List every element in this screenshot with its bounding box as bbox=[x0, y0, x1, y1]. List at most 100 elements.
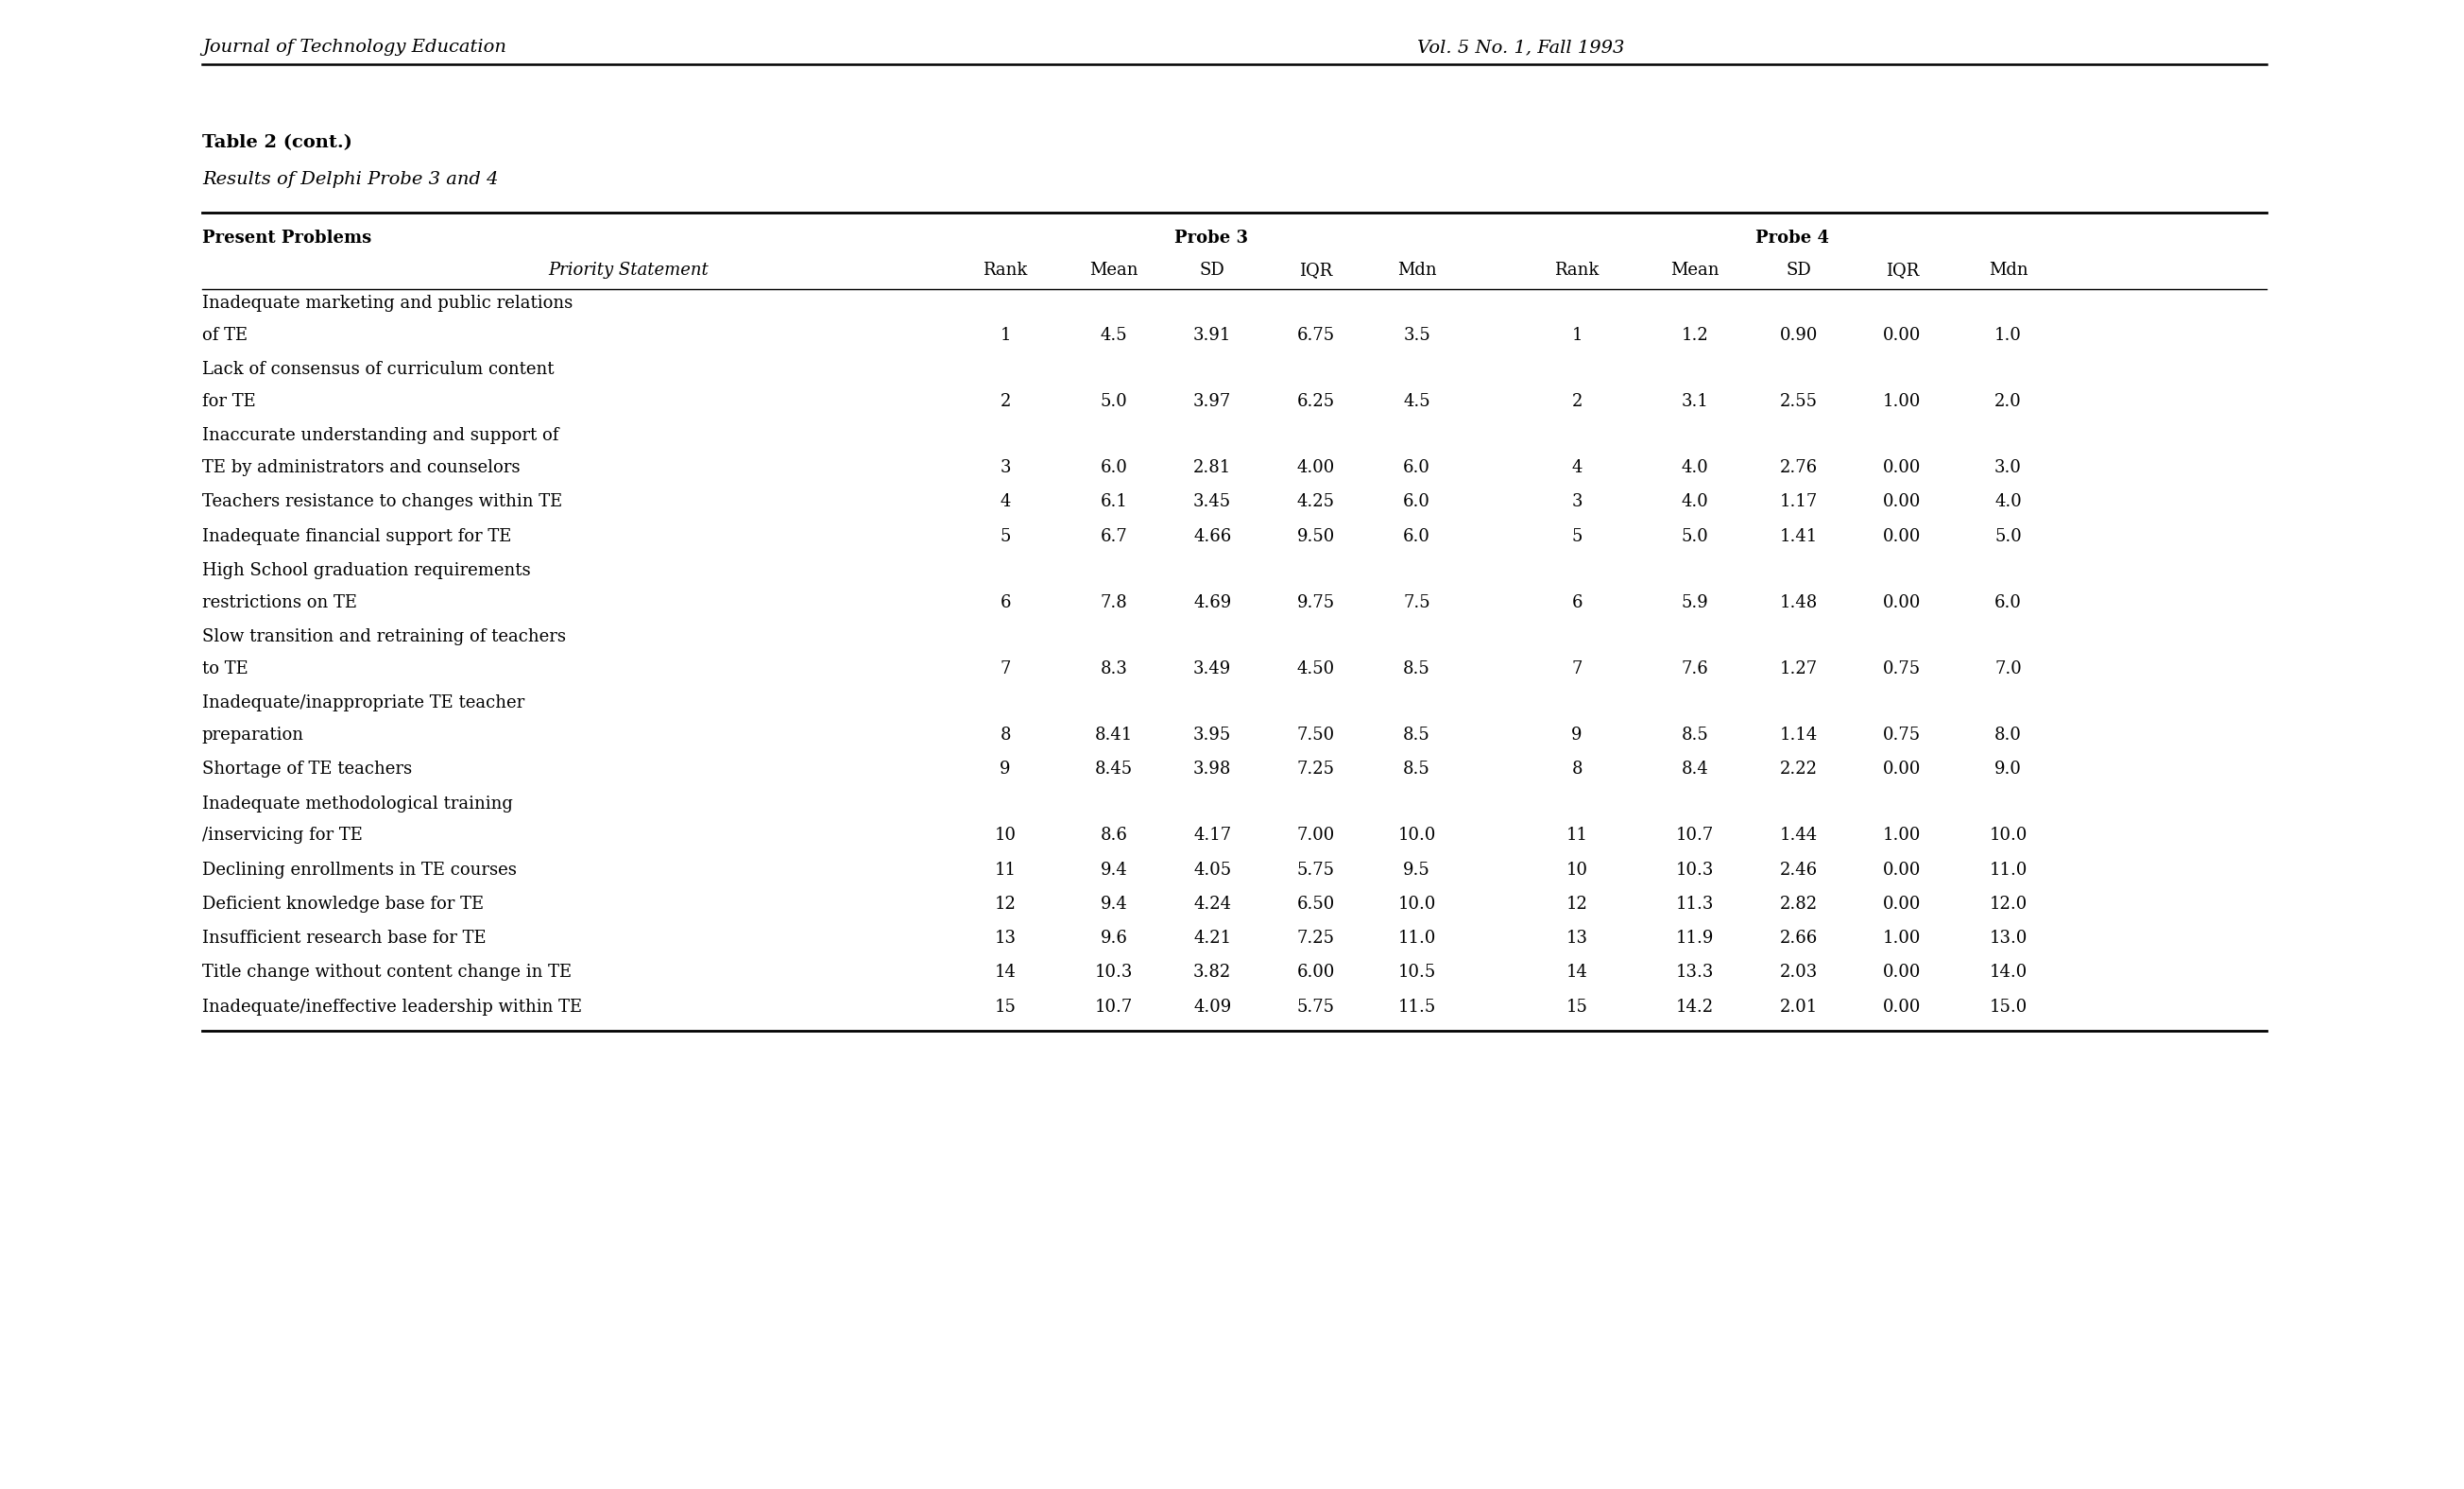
Text: 8.5: 8.5 bbox=[1402, 660, 1432, 677]
Text: 2.46: 2.46 bbox=[1779, 861, 1818, 879]
Text: 0.00: 0.00 bbox=[1882, 594, 1922, 610]
Text: 3: 3 bbox=[1572, 494, 1582, 511]
Text: 6.0: 6.0 bbox=[1993, 594, 2023, 610]
Text: 0.00: 0.00 bbox=[1882, 459, 1922, 476]
Text: 3.1: 3.1 bbox=[1680, 393, 1710, 409]
Text: 6.0: 6.0 bbox=[1402, 459, 1432, 476]
Text: 6.0: 6.0 bbox=[1099, 459, 1129, 476]
Text: 1.44: 1.44 bbox=[1779, 826, 1818, 844]
Text: 7.25: 7.25 bbox=[1296, 761, 1335, 777]
Text: SD: SD bbox=[1200, 262, 1225, 278]
Text: 0.00: 0.00 bbox=[1882, 761, 1922, 777]
Text: 11: 11 bbox=[1567, 826, 1587, 844]
Text: 2.81: 2.81 bbox=[1193, 459, 1232, 476]
Text: Title change without content change in TE: Title change without content change in T… bbox=[202, 965, 572, 981]
Text: Mean: Mean bbox=[1671, 262, 1720, 278]
Text: 6.0: 6.0 bbox=[1402, 494, 1432, 511]
Text: Mean: Mean bbox=[1089, 262, 1138, 278]
Text: 0.00: 0.00 bbox=[1882, 895, 1922, 913]
Text: 3.49: 3.49 bbox=[1193, 660, 1232, 677]
Text: Rank: Rank bbox=[1555, 262, 1599, 278]
Text: 4.09: 4.09 bbox=[1193, 998, 1232, 1015]
Text: Inadequate marketing and public relations: Inadequate marketing and public relation… bbox=[202, 295, 572, 311]
Text: 6.7: 6.7 bbox=[1099, 529, 1129, 545]
Text: for TE: for TE bbox=[202, 393, 256, 409]
Text: 8.4: 8.4 bbox=[1680, 761, 1710, 777]
Text: 8.5: 8.5 bbox=[1680, 727, 1710, 743]
Text: 1: 1 bbox=[1572, 326, 1582, 344]
Text: 15: 15 bbox=[995, 998, 1015, 1015]
Text: 4.05: 4.05 bbox=[1193, 861, 1232, 879]
Text: Probe 4: Probe 4 bbox=[1757, 229, 1828, 246]
Text: 4: 4 bbox=[1000, 494, 1010, 511]
Text: 12.0: 12.0 bbox=[1988, 895, 2028, 913]
Text: TE by administrators and counselors: TE by administrators and counselors bbox=[202, 459, 520, 476]
Text: 5.75: 5.75 bbox=[1296, 861, 1335, 879]
Text: 4.66: 4.66 bbox=[1193, 529, 1232, 545]
Text: 8: 8 bbox=[1572, 761, 1582, 777]
Text: 2.55: 2.55 bbox=[1779, 393, 1818, 409]
Text: 11.3: 11.3 bbox=[1676, 895, 1715, 913]
Text: 6.75: 6.75 bbox=[1296, 326, 1335, 344]
Text: 9.4: 9.4 bbox=[1099, 895, 1129, 913]
Text: IQR: IQR bbox=[1299, 262, 1333, 278]
Text: 4.17: 4.17 bbox=[1193, 826, 1232, 844]
Text: 6.50: 6.50 bbox=[1296, 895, 1335, 913]
Text: 4.0: 4.0 bbox=[1680, 494, 1710, 511]
Text: 1: 1 bbox=[1000, 326, 1010, 344]
Text: 4.0: 4.0 bbox=[1993, 494, 2023, 511]
Text: 0.75: 0.75 bbox=[1882, 660, 1922, 677]
Text: 6: 6 bbox=[1000, 594, 1010, 610]
Text: preparation: preparation bbox=[202, 727, 303, 743]
Text: 5.0: 5.0 bbox=[1680, 529, 1710, 545]
Text: 3.91: 3.91 bbox=[1193, 326, 1232, 344]
Text: 7.00: 7.00 bbox=[1296, 826, 1335, 844]
Text: 9.50: 9.50 bbox=[1296, 529, 1335, 545]
Text: 3.45: 3.45 bbox=[1193, 494, 1232, 511]
Text: 0.00: 0.00 bbox=[1882, 326, 1922, 344]
Text: 10.5: 10.5 bbox=[1397, 965, 1437, 981]
Text: 8.0: 8.0 bbox=[1993, 727, 2023, 743]
Text: 6.0: 6.0 bbox=[1402, 529, 1432, 545]
Text: 4.50: 4.50 bbox=[1296, 660, 1335, 677]
Text: 6.25: 6.25 bbox=[1296, 393, 1335, 409]
Text: 10.0: 10.0 bbox=[1397, 826, 1437, 844]
Text: 7.5: 7.5 bbox=[1404, 594, 1429, 610]
Text: 0.00: 0.00 bbox=[1882, 529, 1922, 545]
Text: 5.0: 5.0 bbox=[1993, 529, 2023, 545]
Text: 4.24: 4.24 bbox=[1193, 895, 1232, 913]
Text: 2.66: 2.66 bbox=[1779, 929, 1818, 947]
Text: 12: 12 bbox=[995, 895, 1015, 913]
Text: Inadequate/ineffective leadership within TE: Inadequate/ineffective leadership within… bbox=[202, 998, 582, 1015]
Text: Results of Delphi Probe 3 and 4: Results of Delphi Probe 3 and 4 bbox=[202, 171, 498, 188]
Text: 3: 3 bbox=[1000, 459, 1010, 476]
Text: 2.01: 2.01 bbox=[1779, 998, 1818, 1015]
Text: 15.0: 15.0 bbox=[1988, 998, 2028, 1015]
Text: 8.5: 8.5 bbox=[1402, 761, 1432, 777]
Text: 1.17: 1.17 bbox=[1779, 494, 1818, 511]
Text: 3.5: 3.5 bbox=[1402, 326, 1432, 344]
Text: /inservicing for TE: /inservicing for TE bbox=[202, 826, 362, 844]
Text: 8.3: 8.3 bbox=[1099, 660, 1129, 677]
Text: Deficient knowledge base for TE: Deficient knowledge base for TE bbox=[202, 895, 483, 913]
Text: 14: 14 bbox=[995, 965, 1015, 981]
Text: 3.97: 3.97 bbox=[1193, 393, 1232, 409]
Text: 4.25: 4.25 bbox=[1296, 494, 1335, 511]
Text: High School graduation requirements: High School graduation requirements bbox=[202, 563, 530, 579]
Text: Teachers resistance to changes within TE: Teachers resistance to changes within TE bbox=[202, 494, 562, 511]
Text: Rank: Rank bbox=[983, 262, 1027, 278]
Text: 10: 10 bbox=[995, 826, 1015, 844]
Text: 0.00: 0.00 bbox=[1882, 494, 1922, 511]
Text: 2.22: 2.22 bbox=[1779, 761, 1818, 777]
Text: 0.00: 0.00 bbox=[1882, 965, 1922, 981]
Text: 7.25: 7.25 bbox=[1296, 929, 1335, 947]
Text: Present Problems: Present Problems bbox=[202, 229, 372, 246]
Text: to TE: to TE bbox=[202, 660, 249, 677]
Text: 8.6: 8.6 bbox=[1099, 826, 1129, 844]
Text: 4.5: 4.5 bbox=[1404, 393, 1429, 409]
Text: 10.0: 10.0 bbox=[1397, 895, 1437, 913]
Text: 4: 4 bbox=[1572, 459, 1582, 476]
Text: 0.00: 0.00 bbox=[1882, 998, 1922, 1015]
Text: 6.1: 6.1 bbox=[1099, 494, 1129, 511]
Text: 8.41: 8.41 bbox=[1094, 727, 1133, 743]
